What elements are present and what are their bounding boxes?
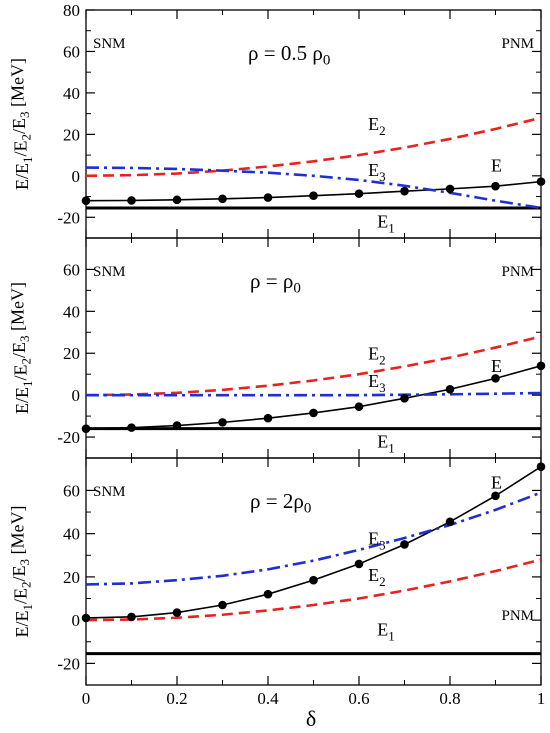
x-tick-label: 0.4 — [257, 689, 279, 708]
data-point-E — [400, 186, 409, 196]
data-point-E — [445, 517, 455, 527]
data-point-E — [172, 421, 182, 430]
data-point-E — [491, 181, 500, 191]
data-point-E — [218, 418, 227, 427]
data-point-E — [445, 384, 455, 394]
panel-frame — [85, 457, 542, 686]
data-point-E — [172, 195, 182, 205]
panel-top: -20 0 20 40 60 80 E/E1​/E2​/E3​ [MeV] E E1 E2 E3 SN… — [8, 1, 546, 239]
panel-middle: -20 0 20 40 60 E/E1​/E2​/E3​ [MeV] E E1 E2 E3 SNM P… — [8, 237, 546, 459]
y-tick-label: 40 — [63, 302, 80, 321]
series-line-E2 — [86, 558, 541, 622]
x-axis-label: δ — [306, 706, 316, 731]
data-point-E — [81, 424, 91, 433]
y-tick-label: 20 — [63, 344, 80, 363]
data-point-E — [263, 193, 273, 202]
series-line-E2 — [86, 335, 541, 397]
series-label-E2: E2 — [368, 344, 386, 368]
y-axis-label: E/E1​/E2​/E3​ [MeV] — [8, 505, 35, 637]
x-tick-label: 0.2 — [166, 689, 187, 708]
data-point-E — [536, 177, 546, 186]
pnm-label: PNM — [501, 36, 534, 52]
x-tick-label: 1 — [537, 689, 546, 708]
panel-frame — [85, 237, 542, 459]
y-tick-label: -20 — [57, 654, 80, 673]
series-line-E — [86, 465, 541, 619]
x-tick-label: 0.6 — [348, 689, 369, 708]
y-axis-label: E/E1​/E2​/E3​ [MeV] — [8, 282, 35, 414]
data-point-E — [81, 613, 91, 623]
data-point-E — [218, 194, 227, 204]
pnm-label: PNM — [501, 264, 534, 280]
data-point-E — [218, 600, 227, 610]
data-point-E — [127, 196, 136, 205]
data-point-E — [536, 462, 546, 471]
data-point-E — [536, 361, 546, 371]
y-tick-label: 0 — [72, 386, 81, 405]
x-axis: 0 0.2 0.4 0.6 0.8 1 — [82, 689, 546, 708]
y-tick-label: 40 — [63, 525, 80, 544]
series-label-E2: E2 — [368, 114, 386, 138]
y-tick-label: 20 — [63, 568, 80, 587]
data-point-E — [354, 402, 364, 411]
data-point-E — [354, 189, 364, 198]
density-label: ρ = 0.5 ρ0​ — [248, 41, 330, 69]
series-label-E: E — [491, 356, 502, 376]
density-label: ρ = ρ0​ — [250, 269, 301, 297]
series-label-E3: E3 — [368, 528, 386, 552]
data-point-E — [263, 413, 273, 423]
data-point-E — [445, 184, 455, 194]
y-axis-label: E/E1​/E2​/E3​ [MeV] — [8, 58, 35, 190]
data-point-E — [400, 393, 409, 403]
series-line-E3 — [86, 391, 541, 397]
data-point-E — [309, 575, 318, 585]
x-tick-label: 0.8 — [439, 689, 460, 708]
panel-bottom: -20 0 20 40 60 E/E1​/E2​/E3​ [MeV] E E1 E2 E3 SNM P… — [8, 457, 546, 686]
series-line-E — [86, 365, 541, 430]
data-point-E — [263, 589, 273, 599]
series-label-E1: E1 — [377, 619, 395, 643]
y-tick-label: 60 — [63, 42, 80, 61]
y-tick-label: 20 — [63, 125, 80, 144]
series-label-E3: E3 — [368, 371, 386, 395]
y-tick-label: 60 — [63, 260, 80, 279]
panels: -20 0 20 40 60 80 E/E1​/E2​/E3​ [MeV] E E1 E2 E3 SN… — [8, 1, 546, 686]
series-line-E3 — [86, 166, 541, 210]
data-point-E — [491, 374, 500, 383]
y-tick-label: -20 — [57, 208, 80, 227]
y-tick-label: 80 — [63, 1, 80, 20]
series-group — [86, 465, 541, 656]
snm-label: SNM — [93, 484, 126, 500]
data-point-E — [172, 608, 182, 617]
data-point-E — [354, 559, 364, 569]
data-point-E — [400, 540, 409, 549]
series-label-E1: E1 — [377, 212, 395, 236]
data-point-E — [491, 491, 500, 501]
y-tick-label: 60 — [63, 481, 80, 500]
series-label-E3: E3 — [368, 160, 386, 184]
data-point-E — [309, 191, 318, 201]
y-tick-label: -20 — [57, 428, 80, 447]
data-point-E — [309, 408, 318, 418]
pnm-label: PNM — [501, 608, 534, 624]
y-tick-label: 0 — [72, 167, 81, 186]
snm-label: SNM — [93, 264, 126, 280]
series-label-E2: E2 — [368, 565, 386, 589]
data-point-E — [127, 612, 136, 622]
series-line-E2 — [86, 116, 541, 178]
series-label-E1: E1 — [377, 432, 395, 456]
data-point-E — [81, 196, 91, 205]
snm-label: SNM — [93, 36, 126, 52]
series-label-E: E — [491, 156, 502, 176]
series-line-E3 — [86, 491, 541, 586]
data-point-E — [127, 423, 136, 432]
series-label-E: E — [491, 472, 502, 492]
y-tick-label: 0 — [72, 611, 81, 630]
y-tick-label: 40 — [63, 84, 80, 103]
x-tick-label: 0 — [82, 689, 91, 708]
density-label: ρ = 2ρ0​ — [250, 489, 311, 517]
